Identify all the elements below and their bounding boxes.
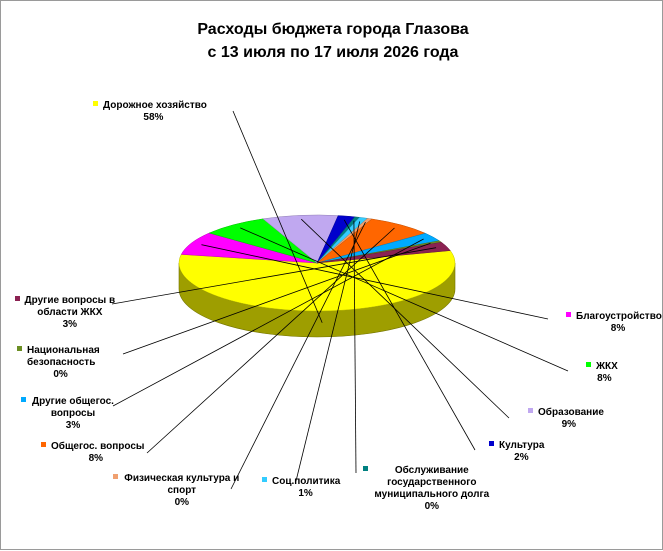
leader-line-9 [146,227,395,454]
slice-name-11: безопасность [27,356,95,368]
leader-line-7 [295,221,361,482]
slice-label-6: Обслуживаниегосударственногомуниципально… [363,464,490,512]
slice-percent-11: 0% [53,369,68,380]
slice-percent-2: 8% [611,323,626,334]
slice-name-7: Соц.политика [272,476,341,487]
slice-percent-8: 0% [175,497,190,508]
leader-lines [111,110,569,490]
slice-name-9: Общегос. вопросы [51,440,144,452]
legend-swatch-12 [15,296,20,301]
slice-labels: Дорожное хозяйство58%Благоустройство8%ЖК… [15,100,662,512]
pie-slice-1 [178,250,456,312]
slice-name-1: Дорожное хозяйство [103,100,207,111]
legend-swatch-5 [489,441,494,446]
chart-title-line-2: с 13 июля по 17 июля 2026 года [208,44,459,61]
leader-line-11 [122,242,431,355]
slice-name-6: муниципального долга [374,489,489,500]
slice-name-6: Обслуживание [395,464,469,476]
legend-swatch-3 [586,362,591,367]
leader-line-10 [112,238,424,407]
slice-percent-9: 8% [89,453,104,464]
legend-swatch-4 [528,408,533,413]
slice-name-10: Другие общегос. [32,395,114,407]
slice-name-10: вопросы [51,408,95,419]
pie-slice-12 [316,241,451,264]
slice-percent-4: 9% [562,419,577,430]
legend-swatch-6 [363,466,368,471]
leader-line-12 [111,247,437,305]
legend-swatch-11 [17,346,22,351]
slice-percent-1: 58% [143,112,163,123]
legend-swatch-9 [41,442,46,447]
slice-name-8: Физическая культура и [124,473,239,484]
leader-line-4 [301,218,510,419]
slice-percent-6: 0% [425,501,440,512]
slice-name-2: Благоустройство [576,311,662,322]
slice-percent-12: 3% [63,319,78,330]
legend-swatch-7 [262,477,267,482]
slice-name-6: государственного [387,477,476,488]
slice-name-11: Национальная [27,345,100,356]
slice-name-5: Культура [499,440,545,451]
legend-swatch-1 [93,101,98,106]
slice-percent-10: 3% [66,420,81,431]
legend-swatch-10 [21,397,26,402]
legend-swatch-8 [113,474,118,479]
chart-title-line-1: Расходы бюджета города Глазова [197,21,468,38]
slice-name-12: области ЖКХ [37,306,102,318]
slice-percent-7: 1% [298,488,313,499]
leader-line-3 [240,227,569,372]
slice-percent-5: 2% [514,452,529,463]
slice-name-3: ЖКХ [595,361,618,372]
slice-name-12: Другие вопросы в [25,295,116,306]
legend-swatch-2 [566,312,571,317]
leader-line-6 [353,220,357,474]
leader-line-8 [230,222,366,490]
leader-line-2 [201,244,549,320]
slice-percent-3: 8% [597,373,612,384]
slice-name-8: спорт [168,485,197,496]
slice-name-4: Образование [538,406,604,418]
leader-line-5 [343,219,476,451]
